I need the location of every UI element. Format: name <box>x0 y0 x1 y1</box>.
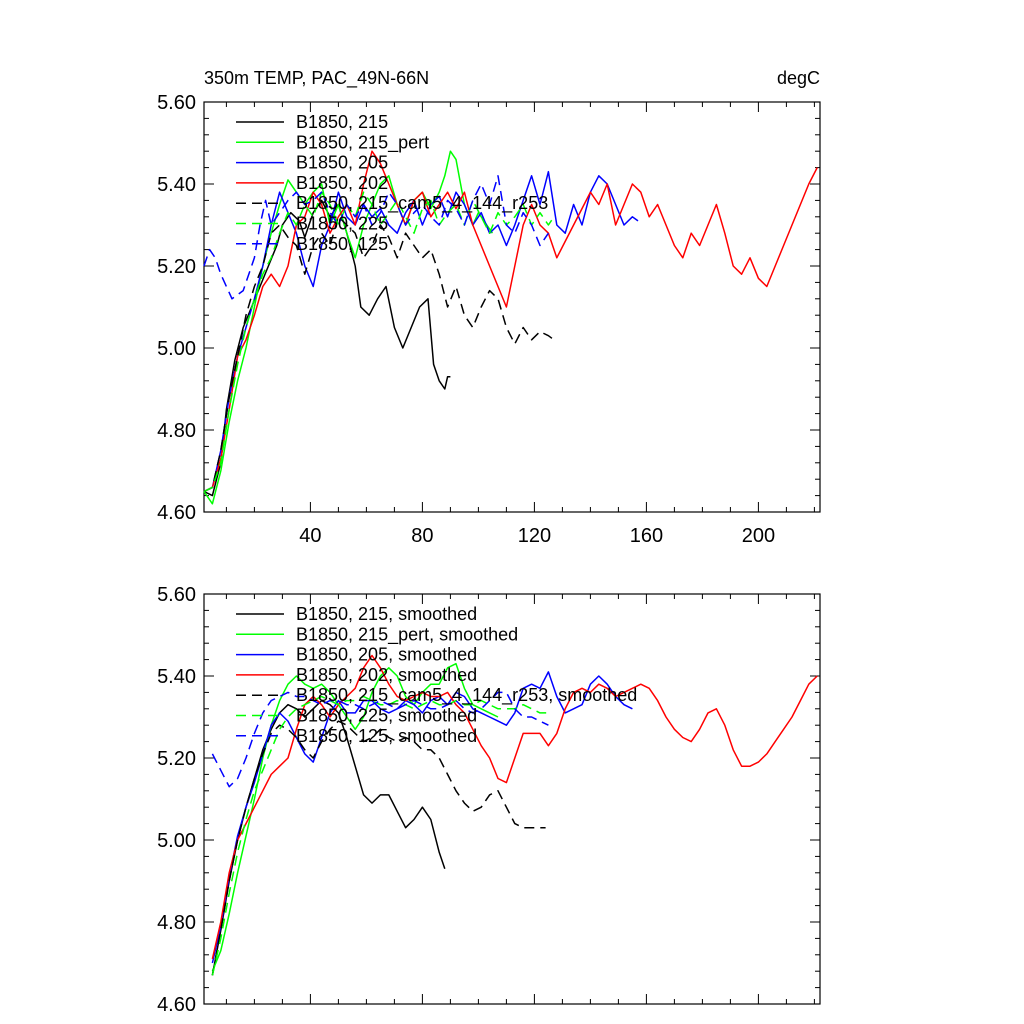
y-tick-label: 5.20 <box>157 748 196 770</box>
legend-label: B1850, 205, smoothed <box>296 645 477 665</box>
series-line <box>203 216 555 493</box>
x-tick-label: 160 <box>630 525 663 547</box>
top-panel: 350m TEMP, PAC_49N-66N degC 4.60 4.80 5.00… <box>157 68 821 547</box>
series-line <box>203 191 555 493</box>
series-line <box>203 175 550 300</box>
bottom-panel: 4.60 4.80 5.00 5.20 5.40 5.60 B1850, 215, smoo… <box>157 584 821 1016</box>
legend-label: B1850, 202, smoothed <box>296 665 477 685</box>
y-tick-label: 5.20 <box>157 256 196 278</box>
y-tick-label: 4.60 <box>157 994 196 1016</box>
legend-label: B1850, 125 <box>296 234 388 254</box>
legend-label: B1850, 215_pert, smoothed <box>296 624 518 645</box>
series-line <box>211 695 549 976</box>
y-tick-label: 5.00 <box>157 338 196 360</box>
plot-frame <box>203 593 821 1005</box>
x-tick-label: 200 <box>742 525 775 547</box>
series-line <box>203 150 494 505</box>
units-label: degC <box>777 68 820 88</box>
series-line <box>203 170 639 493</box>
y-tick-label: 5.40 <box>157 174 196 196</box>
series-line <box>203 150 818 493</box>
series-line <box>211 671 633 964</box>
legend-label: B1850, 215_pert <box>296 132 429 153</box>
series-line <box>211 720 546 976</box>
legend-label: B1850, 215 <box>296 112 388 132</box>
legend-label: B1850, 205 <box>296 153 388 173</box>
legend-label: B1850, 215_cam5_4_144_r253 <box>296 193 548 214</box>
series-line <box>211 699 446 976</box>
legend-label: B1850, 225 <box>296 214 388 234</box>
legend-label: B1850, 125, smoothed <box>296 726 477 746</box>
legend-label: B1850, 202 <box>296 173 388 193</box>
series-line <box>211 662 499 972</box>
y-tick-label: 4.80 <box>157 912 196 934</box>
plot-frame <box>203 101 821 513</box>
chart-title: 350m TEMP, PAC_49N-66N <box>204 68 429 89</box>
y-tick-label: 5.40 <box>157 666 196 688</box>
series-line <box>211 654 818 960</box>
legend-label: B1850, 215_cam5_4_144_r253, smoothed <box>296 685 637 706</box>
legend-label: B1850, 215, smoothed <box>296 604 477 624</box>
y-tick-label: 4.80 <box>157 420 196 442</box>
y-tick-label: 5.60 <box>157 584 196 606</box>
x-tick-label: 40 <box>299 525 321 547</box>
y-tick-label: 5.00 <box>157 830 196 852</box>
x-tick-label: 120 <box>518 525 551 547</box>
y-tick-label: 5.60 <box>157 92 196 114</box>
legend-label: B1850, 225, smoothed <box>296 706 477 726</box>
series-line <box>211 691 549 788</box>
y-tick-label: 4.60 <box>157 502 196 524</box>
x-tick-label: 80 <box>411 525 433 547</box>
